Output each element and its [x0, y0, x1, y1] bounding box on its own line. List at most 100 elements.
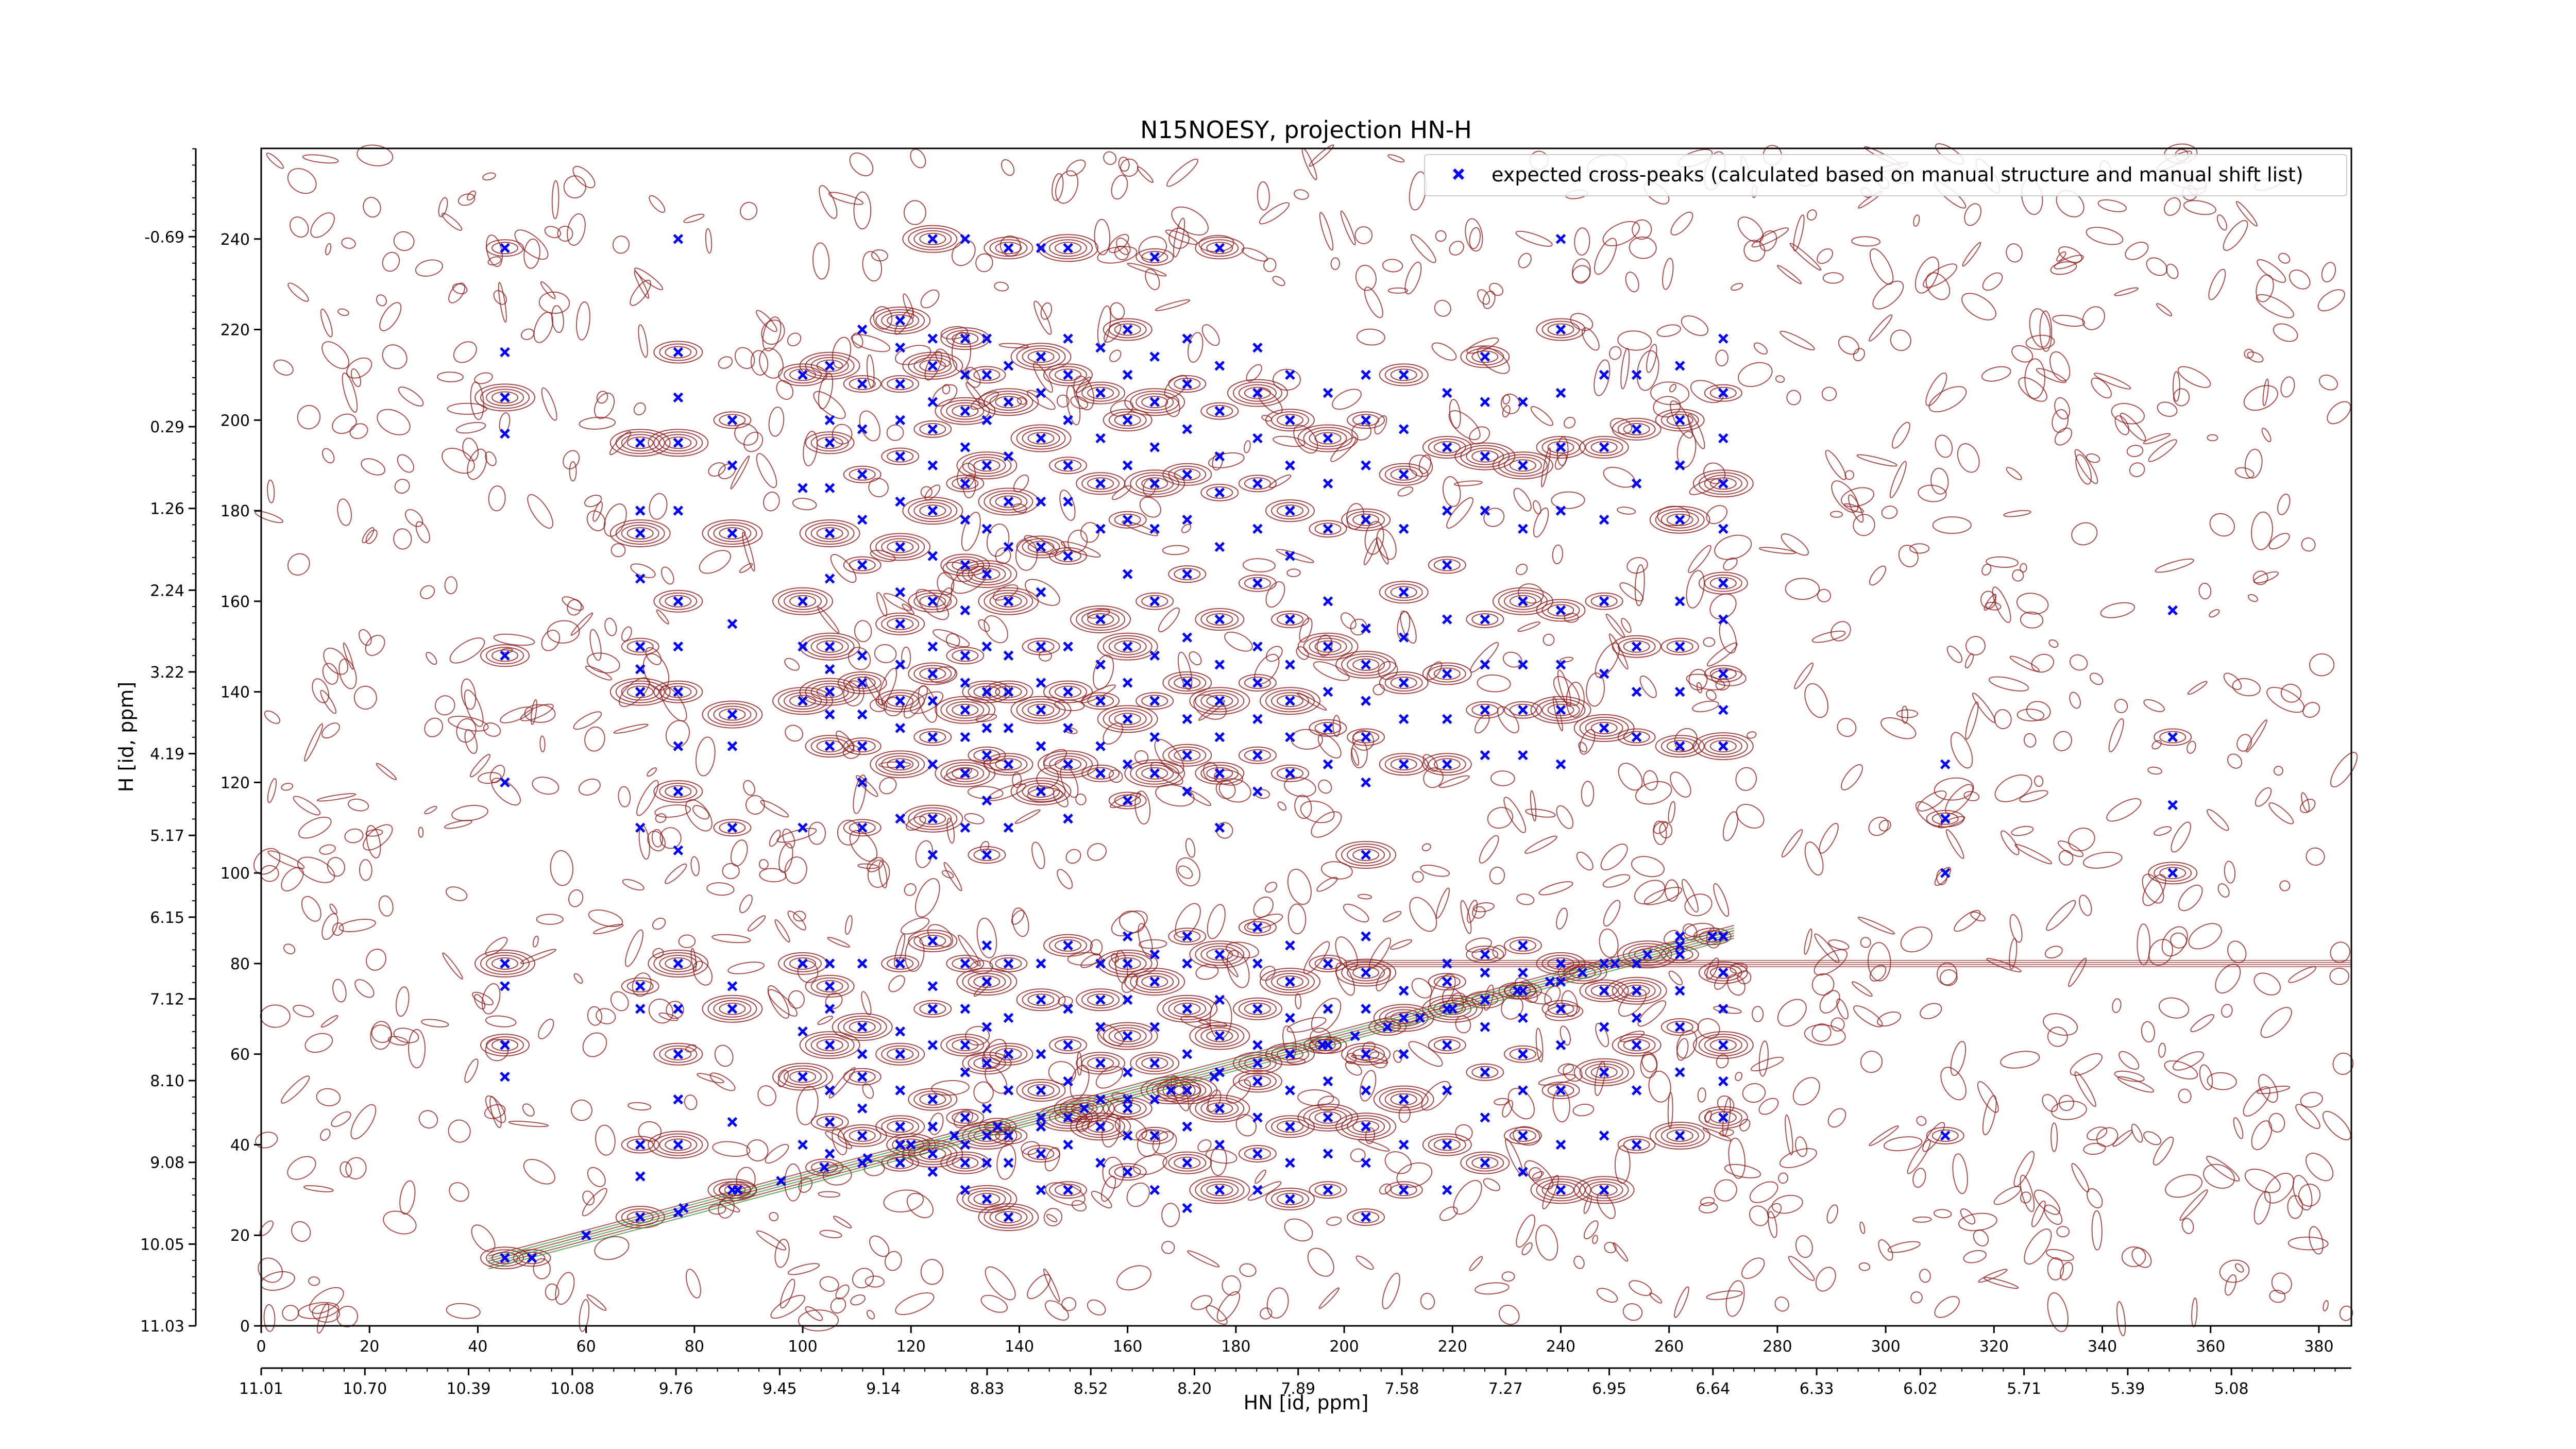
- cross-peak-marker: [1182, 632, 1193, 643]
- y-index-tick-label: 180: [221, 502, 250, 520]
- noise-contour: [2301, 537, 2316, 552]
- cross-peak-marker: [1036, 351, 1046, 362]
- cross-peak-marker: [1122, 759, 1133, 769]
- noise-contour: [756, 1230, 787, 1251]
- noise-contour: [1313, 661, 1350, 681]
- peak-contour: [1114, 794, 1141, 807]
- noise-contour: [467, 190, 476, 201]
- noise-contour: [1442, 476, 1461, 507]
- noise-contour: [920, 289, 940, 309]
- noise-contour: [1218, 778, 1251, 803]
- cross-peak-marker: [1036, 705, 1046, 715]
- cross-peak-marker: [927, 361, 938, 371]
- cross-peak-marker: [1577, 967, 1588, 978]
- peak-contour: [1200, 402, 1239, 420]
- cross-peak-marker: [1631, 732, 1642, 743]
- peak-contour: [902, 351, 963, 380]
- peak-contour: [1087, 1120, 1114, 1133]
- x-index-tick-label: 180: [1221, 1338, 1250, 1356]
- peak-contour: [1049, 755, 1087, 773]
- noise-contour: [1714, 534, 1752, 560]
- noise-contour: [2082, 852, 2123, 869]
- noise-contour: [341, 238, 356, 249]
- noise-contour: [734, 423, 758, 446]
- peak-contour: [805, 680, 855, 703]
- cross-peak-marker: [1149, 732, 1160, 743]
- cross-peak-marker: [927, 460, 938, 470]
- cross-peak-marker: [1718, 668, 1728, 679]
- noise-contour: [1716, 1054, 1729, 1069]
- noise-contour: [869, 1235, 890, 1257]
- peak-contour: [940, 327, 990, 350]
- peak-contour: [1460, 345, 1510, 368]
- noise-contour: [316, 1088, 341, 1106]
- peak-contour: [849, 821, 876, 834]
- noise-contour: [1768, 1211, 1777, 1238]
- cross-peak-marker: [1674, 1067, 1685, 1077]
- peak-contour: [659, 343, 698, 361]
- noise-contour: [2247, 351, 2264, 363]
- noise-contour: [884, 1251, 902, 1271]
- noise-contour: [1185, 838, 1196, 858]
- noise-contour: [2289, 269, 2311, 290]
- cross-peak-marker: [673, 1004, 684, 1014]
- cross-peak-marker: [673, 741, 684, 751]
- noise-contour: [2009, 914, 2023, 943]
- cross-peak-marker: [635, 686, 646, 697]
- peak-contour: [1141, 1057, 1168, 1070]
- peak-contour: [810, 1113, 849, 1131]
- peak-contour: [1049, 239, 1087, 257]
- cross-peak-marker: [1361, 850, 1371, 860]
- peak-contour: [1043, 934, 1093, 957]
- noise-contour: [1535, 1027, 1544, 1063]
- peak-contour: [1168, 465, 1207, 483]
- peak-contour: [1347, 1208, 1385, 1226]
- cross-peak-marker: [1480, 1157, 1490, 1168]
- noise-contour: [2280, 683, 2302, 703]
- cross-peak-marker: [857, 469, 868, 480]
- noise-contour: [1741, 1257, 1765, 1279]
- cross-peak-marker: [1323, 686, 1333, 697]
- peak-contour: [870, 307, 931, 334]
- noise-contour: [2023, 733, 2037, 748]
- noise-contour: [1643, 770, 1658, 791]
- noise-contour: [1046, 1214, 1058, 1223]
- noise-contour: [1502, 1100, 1513, 1118]
- noise-contour: [1914, 256, 1940, 294]
- peak-contour: [984, 490, 1033, 513]
- cross-peak-marker: [824, 415, 835, 426]
- cross-peak-marker: [927, 1004, 938, 1014]
- peak-contour: [474, 383, 535, 412]
- peak-contour: [1277, 767, 1303, 780]
- noise-contour: [1940, 1067, 1967, 1101]
- diagonal-contour-line: [488, 935, 1735, 1267]
- noise-contour: [2043, 1013, 2078, 1036]
- noise-contour: [1066, 159, 1086, 177]
- peak-contour: [1352, 849, 1380, 861]
- peak-contour: [778, 1065, 827, 1088]
- peak-contour: [897, 1138, 925, 1151]
- peak-contour: [707, 703, 757, 726]
- cross-peak-marker: [1182, 1085, 1193, 1096]
- noise-contour: [2054, 397, 2071, 420]
- noise-contour: [595, 1124, 616, 1156]
- noise-contour: [418, 1110, 438, 1129]
- noise-contour: [874, 644, 897, 664]
- noise-contour: [2164, 197, 2181, 216]
- noise-contour: [1668, 970, 1683, 986]
- peak-contour: [1200, 764, 1239, 782]
- peak-contour: [1141, 595, 1168, 608]
- noise-contour: [1973, 1229, 1989, 1246]
- cross-peak-marker: [1285, 1194, 1295, 1204]
- noise-contour: [2183, 200, 2216, 215]
- peak-contour: [946, 330, 985, 348]
- noise-contour: [1737, 216, 1764, 243]
- noise-contour: [1706, 505, 1727, 525]
- noise-contour: [1831, 1017, 1845, 1032]
- noise-contour: [1311, 811, 1342, 838]
- peak-contour: [940, 399, 990, 423]
- noise-contour: [1212, 452, 1223, 471]
- noise-contour: [523, 1158, 555, 1185]
- peak-contour: [1649, 506, 1710, 534]
- cross-peak-marker: [1361, 931, 1371, 941]
